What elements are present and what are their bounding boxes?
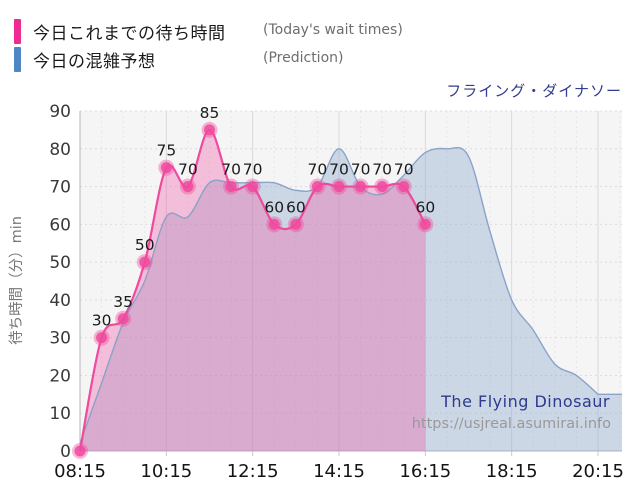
value-label: 70 <box>178 161 198 179</box>
y-tick-label: 60 <box>49 215 71 235</box>
y-tick-label: 80 <box>49 140 71 160</box>
today-marker <box>290 218 302 230</box>
today-marker <box>247 181 259 193</box>
value-label: 70 <box>329 161 349 179</box>
prediction-area <box>80 147 622 451</box>
today-marker <box>419 218 431 230</box>
legend-item-prediction: 今日の混雑予想 (Prediction) <box>14 46 484 74</box>
value-label: 75 <box>156 142 176 160</box>
today-marker <box>160 162 172 174</box>
y-tick-label: 10 <box>49 404 71 424</box>
today-marker <box>376 181 388 193</box>
y-tick-label: 30 <box>49 329 71 349</box>
today-marker <box>74 445 86 457</box>
x-tick-label: 08:15 <box>54 461 106 482</box>
prediction-series-label: 今日の混雑予想 <box>33 52 156 72</box>
x-tick-label: 16:15 <box>399 461 451 482</box>
prediction-series-swatch <box>14 47 21 72</box>
watermark-attraction-name: The Flying Dinosaur <box>441 392 610 411</box>
value-label: 70 <box>221 161 241 179</box>
legend-item-today: 今日これまでの待ち時間 (Today's wait times) <box>14 18 484 46</box>
value-label: 60 <box>264 198 284 216</box>
today-area <box>80 129 426 451</box>
value-label: 70 <box>351 161 371 179</box>
value-label: 70 <box>308 161 328 179</box>
today-marker <box>204 124 215 136</box>
today-marker <box>355 181 367 193</box>
attraction-title: フライング・ダイナソー <box>446 82 622 100</box>
legend: 今日これまでの待ち時間 (Today's wait times) 今日の混雑予想… <box>14 18 484 74</box>
today-marker <box>117 313 129 325</box>
value-label: 85 <box>200 104 220 122</box>
value-label: 70 <box>243 161 263 179</box>
y-tick-label: 40 <box>49 291 71 311</box>
today-marker <box>225 181 237 193</box>
value-label: 60 <box>286 198 306 216</box>
today-marker <box>398 181 410 193</box>
today-marker <box>333 181 345 193</box>
today-marker <box>182 181 194 193</box>
value-label: 30 <box>92 312 112 330</box>
y-tick-label: 0 <box>60 442 71 462</box>
x-tick-label: 10:15 <box>140 461 192 482</box>
y-tick-label: 50 <box>49 253 71 273</box>
value-label: 60 <box>415 198 435 216</box>
value-label: 70 <box>394 161 414 179</box>
watermark-site-url: https://usjreal.asumirai.info <box>411 416 611 432</box>
y-tick-label: 70 <box>49 178 71 198</box>
prediction-line <box>79 146 622 444</box>
x-tick-label: 12:15 <box>227 461 279 482</box>
value-label: 70 <box>372 161 392 179</box>
value-label: 50 <box>135 236 155 254</box>
prediction-series-label-en: (Prediction) <box>263 50 344 66</box>
today-series-label: 今日これまでの待ち時間 <box>33 24 226 44</box>
x-tick-label: 20:15 <box>572 461 624 482</box>
value-label: 35 <box>113 293 133 311</box>
today-marker <box>96 332 108 344</box>
today-series-label-en: (Today's wait times) <box>263 22 403 38</box>
y-tick-label: 90 <box>49 102 71 122</box>
x-tick-label: 14:15 <box>313 461 365 482</box>
y-tick-label: 20 <box>49 366 71 386</box>
today-marker <box>311 181 323 193</box>
today-series-swatch <box>14 19 21 44</box>
x-tick-label: 18:15 <box>486 461 538 482</box>
today-marker <box>139 256 151 268</box>
today-marker <box>268 218 280 230</box>
